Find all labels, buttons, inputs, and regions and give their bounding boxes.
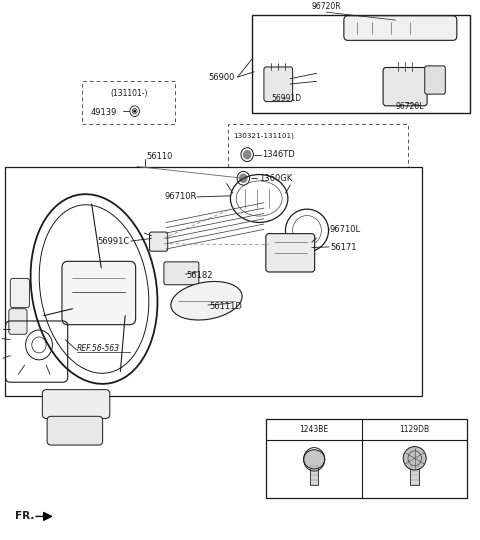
Circle shape [133, 110, 136, 113]
FancyBboxPatch shape [164, 262, 199, 285]
Text: 96720L: 96720L [396, 102, 424, 111]
Text: 96710L: 96710L [330, 225, 361, 234]
FancyBboxPatch shape [383, 68, 427, 106]
Ellipse shape [171, 281, 242, 320]
Text: 56110: 56110 [147, 152, 173, 161]
FancyBboxPatch shape [344, 16, 457, 40]
Text: 96710R: 96710R [164, 192, 197, 201]
Text: 56900: 56900 [209, 72, 235, 82]
Text: 130321-131101): 130321-131101) [233, 133, 294, 139]
Bar [410, 463, 419, 485]
FancyBboxPatch shape [150, 232, 168, 251]
Text: REF.56-563: REF.56-563 [77, 344, 120, 353]
Text: 1360GK: 1360GK [259, 174, 292, 183]
Text: 56991D: 56991D [271, 93, 301, 103]
Bar [310, 463, 319, 485]
Bar [228, 124, 408, 166]
Text: 96720R: 96720R [312, 2, 341, 10]
Text: 56991C: 56991C [97, 237, 130, 246]
FancyBboxPatch shape [10, 278, 29, 308]
Text: 56171: 56171 [330, 243, 357, 252]
Ellipse shape [304, 450, 324, 469]
Bar [266, 419, 468, 498]
FancyBboxPatch shape [425, 66, 445, 94]
Bar [252, 15, 470, 113]
Circle shape [239, 173, 248, 183]
Text: (131101-): (131101-) [110, 89, 147, 98]
Text: 56111D: 56111D [209, 301, 242, 310]
FancyBboxPatch shape [42, 390, 110, 418]
Text: 56182: 56182 [186, 271, 213, 280]
Text: 1243BE: 1243BE [300, 425, 329, 434]
Text: 1346TD: 1346TD [263, 150, 295, 159]
FancyBboxPatch shape [264, 67, 293, 102]
FancyBboxPatch shape [62, 261, 136, 325]
Text: FR.: FR. [15, 511, 35, 522]
FancyBboxPatch shape [47, 416, 103, 445]
Text: 49139: 49139 [91, 107, 117, 117]
FancyBboxPatch shape [266, 234, 315, 272]
Text: 1129DB: 1129DB [400, 425, 430, 434]
FancyBboxPatch shape [9, 309, 27, 334]
Ellipse shape [403, 447, 426, 470]
Circle shape [243, 150, 252, 159]
Bar [5, 166, 422, 395]
Bar [82, 82, 175, 124]
